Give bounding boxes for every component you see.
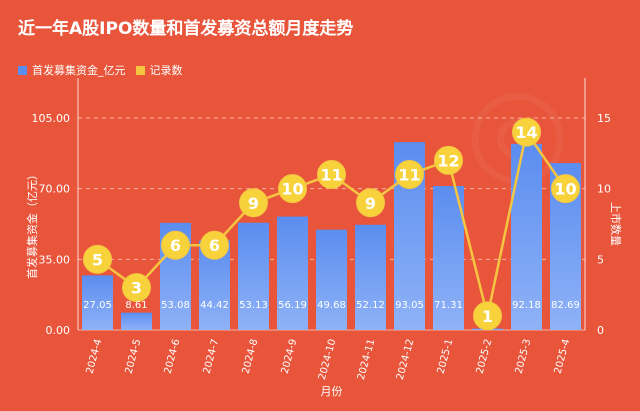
bar-value-label: 8.61 (125, 300, 147, 311)
bar-2025-1 (433, 186, 464, 330)
line-point-label: 11 (320, 166, 342, 185)
chart-legend: 首发募集资金_亿元 记录数 (18, 62, 183, 78)
line-point-2025-2 (473, 301, 502, 331)
x-tick-label: 2024-8 (241, 338, 261, 375)
line-point-2025-3 (512, 117, 541, 147)
bar-value-label: 93.05 (395, 300, 424, 311)
bar-2024-9 (277, 216, 308, 330)
line-point-label: 1 (482, 307, 493, 326)
line-point-label: 14 (515, 123, 537, 142)
line-point-2025-1 (434, 145, 463, 175)
line-point-2024-11 (356, 188, 385, 218)
line-point-2024-10 (317, 160, 346, 190)
y-tick-label: 35.00 (39, 253, 71, 266)
line-point-label: 5 (92, 250, 103, 269)
line-point-label: 6 (209, 236, 220, 255)
bar-value-label: 92.18 (512, 300, 541, 311)
line-point-2024-6 (161, 230, 190, 260)
line-point-2025-4 (551, 174, 580, 204)
bar-2024-4 (82, 275, 113, 330)
x-tick-label: 2024-11 (356, 338, 377, 381)
line-point-2024-4 (83, 244, 112, 274)
x-tick-label: 2025-2 (475, 338, 495, 375)
line-point-label: 9 (248, 194, 259, 213)
bar-2024-5 (121, 312, 152, 330)
x-axis-title: 月份 (321, 385, 343, 398)
bar-2024-8 (238, 222, 269, 330)
line-point-label: 3 (131, 279, 142, 298)
bar-value-label: 53.08 (161, 300, 190, 311)
line-point-label: 10 (554, 180, 576, 199)
x-tick-label: 2024-9 (280, 338, 300, 375)
bar-value-label: 71.31 (434, 300, 463, 311)
bar-value-label: 44.42 (200, 300, 229, 311)
legend-swatch-line-icon (135, 65, 145, 75)
line-point-label: 11 (398, 166, 420, 185)
line-point-label: 12 (437, 151, 459, 170)
legend-label-line: 记录数 (149, 64, 183, 77)
data-labels: 27.05 8.61 53.08 44.42 53.13 56.19 49.68 52.12 9… (83, 123, 580, 326)
bar-value-label: 52.12 (356, 300, 385, 311)
bar-value-label: 53.13 (239, 300, 268, 311)
x-tick-label: 2024-4 (85, 338, 105, 375)
y-tick-label: 105.00 (32, 112, 71, 125)
x-tick-label: 2024-10 (317, 338, 338, 381)
line-point-2024-12 (395, 160, 424, 190)
x-tick-label: 2024-7 (202, 338, 222, 375)
bar-2024-11 (355, 224, 386, 330)
y-axis-title: 首发募集资金（亿元） (25, 169, 39, 279)
x-tick-label: 2025-3 (514, 338, 534, 375)
x-tick-label: 2024-12 (395, 338, 416, 381)
chart-title: 近一年A股IPO数量和首发募资总额月度走势 (18, 19, 354, 39)
line-series (83, 117, 580, 331)
y-tick-label: 0.00 (46, 324, 71, 337)
line-point-label: 9 (365, 194, 376, 213)
y2-tick-label: 0 (597, 324, 604, 337)
legend-swatch-bar-icon (18, 65, 27, 75)
line-point-2024-5 (122, 273, 151, 303)
y-tick-label: 70.00 (39, 183, 71, 196)
bar-value-label: 82.69 (551, 300, 580, 311)
y2-tick-label: 15 (597, 112, 611, 125)
x-tick-label: 2025-1 (436, 338, 456, 375)
y2-tick-label: 10 (597, 183, 611, 196)
legend-item-line[interactable]: 记录数 (135, 62, 183, 78)
line-point-2024-9 (278, 174, 307, 204)
x-tick-label: 2024-6 (163, 338, 183, 375)
legend-item-bar[interactable]: 首发募集资金_亿元 (18, 62, 126, 78)
bar-value-label: 49.68 (317, 300, 346, 311)
bar-series (82, 142, 581, 330)
line-point-label: 6 (170, 236, 181, 255)
line-point-2024-7 (200, 230, 229, 260)
legend-label-bar: 首发募集资金_亿元 (32, 64, 126, 77)
x-tick-label: 2024-5 (124, 338, 144, 375)
y2-tick-label: 5 (597, 253, 604, 266)
bar-2024-10 (316, 229, 347, 330)
x-tick-label: 2025-4 (553, 338, 573, 375)
y2-axis-title: 上市数量 (609, 202, 623, 246)
bar-value-label: 56.19 (278, 300, 307, 311)
line-point-2024-8 (239, 188, 268, 218)
line-point-label: 10 (281, 180, 303, 199)
bar-value-label: 27.05 (83, 300, 112, 311)
